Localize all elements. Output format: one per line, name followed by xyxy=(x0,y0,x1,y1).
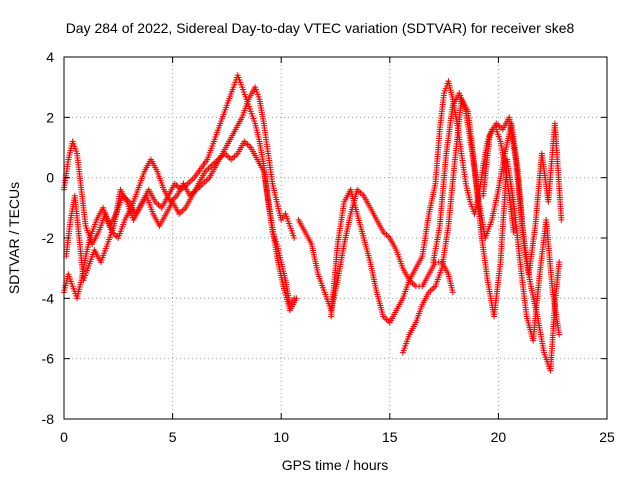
plot-frame xyxy=(63,56,608,420)
x-tick-label: 10 xyxy=(273,429,289,445)
data-point xyxy=(291,235,298,241)
data-point xyxy=(449,289,456,296)
y-tick-label: -6 xyxy=(42,351,55,367)
y-tick-label: -8 xyxy=(42,411,55,427)
data-point xyxy=(556,331,563,338)
chart-title: Day 284 of 2022, Sidereal Day-to-day VTE… xyxy=(66,20,575,36)
x-axis-label: GPS time / hours xyxy=(282,457,389,473)
y-axis-label: SDTVAR / TECUs xyxy=(6,182,22,294)
data-point xyxy=(510,228,517,235)
y-tick-label: -4 xyxy=(42,290,55,306)
y-tick-label: 0 xyxy=(46,170,54,186)
x-tick-label: 15 xyxy=(382,429,398,445)
grid-lines xyxy=(64,57,607,419)
x-tick-label: 25 xyxy=(599,429,615,445)
x-tick-label: 5 xyxy=(169,429,177,445)
x-tick-label: 0 xyxy=(60,429,68,445)
data-points xyxy=(61,72,565,374)
y-tick-label: 4 xyxy=(46,49,54,65)
y-tick-label: -2 xyxy=(42,230,55,246)
y-tick-label: 2 xyxy=(46,109,54,125)
data-point xyxy=(293,295,300,302)
x-tick-label: 20 xyxy=(491,429,507,445)
